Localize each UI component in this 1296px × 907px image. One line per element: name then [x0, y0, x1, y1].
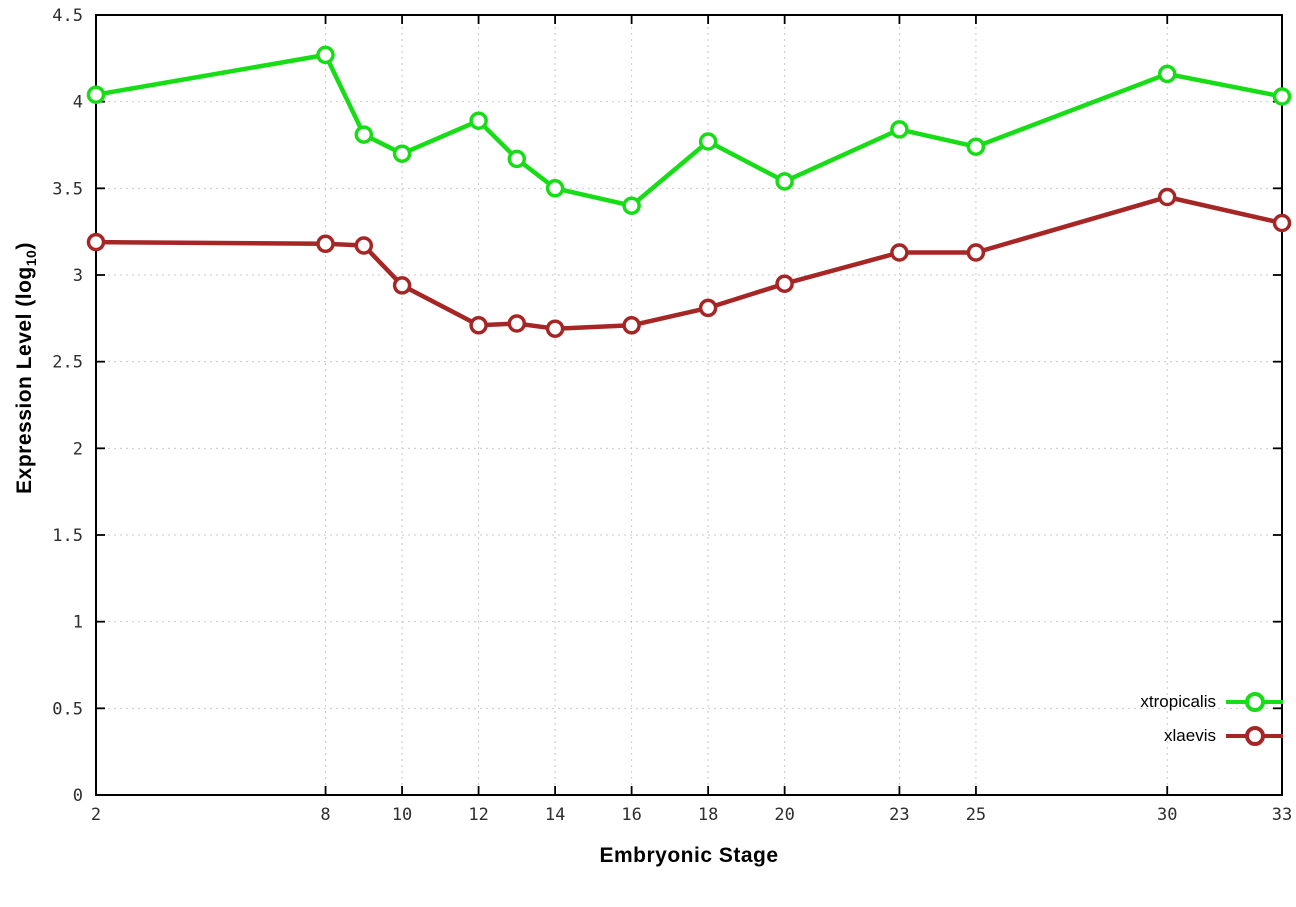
point-xlaevis-stage-10: [392, 276, 412, 295]
point-xtropicalis-stage-10: [392, 144, 412, 163]
y-tick-label: 2.5: [52, 353, 83, 373]
x-tick-label: 20: [774, 805, 794, 825]
legend-item-xlaevis: xlaevis: [1140, 719, 1283, 753]
x-tick-label: 25: [966, 805, 986, 825]
point-xtropicalis-stage-23: [890, 120, 909, 139]
point-xtropicalis-stage-25: [966, 137, 986, 156]
y-axis-label-text: Expression Level (log: [12, 266, 36, 494]
y-tick-label: 4: [73, 93, 83, 113]
point-xlaevis-stage-13: [507, 314, 527, 333]
x-tick-label: 10: [392, 805, 412, 825]
legend-marker-xlaevis: [1226, 725, 1283, 747]
y-tick-label: 1.5: [52, 526, 83, 546]
point-xtropicalis-stage-2: [86, 85, 106, 104]
x-tick-label: 2: [91, 805, 101, 825]
point-xlaevis-stage-23: [890, 243, 909, 262]
y-tick-label: 0: [73, 786, 83, 806]
legend-label-xtropicalis: xtropicalis: [1140, 692, 1216, 711]
point-xtropicalis-stage-33: [1272, 87, 1292, 106]
point-xtropicalis-stage-20: [775, 172, 794, 191]
legend-label-xlaevis: xlaevis: [1164, 726, 1216, 745]
point-xtropicalis-stage-14: [545, 179, 565, 198]
y-tick-label: 3: [73, 266, 83, 286]
point-xtropicalis-stage-9: [354, 125, 374, 144]
y-axis-label-suffix: ): [12, 242, 36, 250]
x-tick-label: 33: [1272, 805, 1292, 825]
y-tick-label: 4.5: [52, 6, 83, 26]
point-xtropicalis-stage-30: [1157, 64, 1177, 84]
point-xlaevis-stage-33: [1272, 213, 1292, 233]
y-axis-label-subscript: 10: [23, 249, 40, 267]
legend-point-sample: [1244, 692, 1265, 712]
x-tick-label: 18: [698, 805, 718, 825]
point-xlaevis-stage-9: [354, 236, 374, 255]
point-xlaevis-stage-16: [622, 316, 641, 335]
series-line-xlaevis: [93, 194, 1285, 331]
y-tick-label: 3.5: [52, 179, 83, 199]
y-tick-label: 0.5: [52, 699, 83, 719]
point-xlaevis-stage-25: [966, 243, 986, 262]
x-tick-label: 8: [320, 805, 330, 825]
point-xlaevis-stage-2: [86, 232, 106, 252]
point-xlaevis-stage-8: [316, 234, 335, 254]
x-tick-label: 16: [621, 805, 641, 825]
point-xlaevis-stage-14: [545, 319, 565, 338]
legend-item-xtropicalis: xtropicalis: [1140, 685, 1283, 719]
point-xlaevis-stage-12: [469, 316, 488, 335]
y-axis-label: Expression Level (log10): [13, 242, 39, 494]
legend: xtropicalis xlaevis: [1140, 685, 1283, 753]
point-xtropicalis-stage-18: [698, 132, 718, 151]
point-xtropicalis-stage-12: [469, 111, 488, 130]
x-tick-label: 23: [889, 805, 909, 825]
point-xtropicalis-stage-8: [316, 45, 335, 65]
x-axis-label: Embryonic Stage: [599, 844, 779, 867]
y-tick-label: 2: [73, 439, 83, 459]
legend-marker-xtropicalis: [1226, 691, 1283, 713]
point-xlaevis-stage-30: [1157, 187, 1177, 207]
x-tick-label: 12: [468, 805, 488, 825]
series-line-xtropicalis: [93, 52, 1285, 208]
point-xlaevis-stage-18: [698, 298, 718, 318]
point-xlaevis-stage-20: [775, 274, 794, 293]
point-xtropicalis-stage-13: [507, 149, 527, 169]
legend-point-sample: [1244, 726, 1265, 746]
x-tick-label: 30: [1157, 805, 1177, 825]
plot-border: [95, 14, 1283, 796]
y-tick-label: 1: [73, 613, 83, 633]
x-tick-label: 14: [545, 805, 565, 825]
point-xtropicalis-stage-16: [622, 196, 641, 215]
